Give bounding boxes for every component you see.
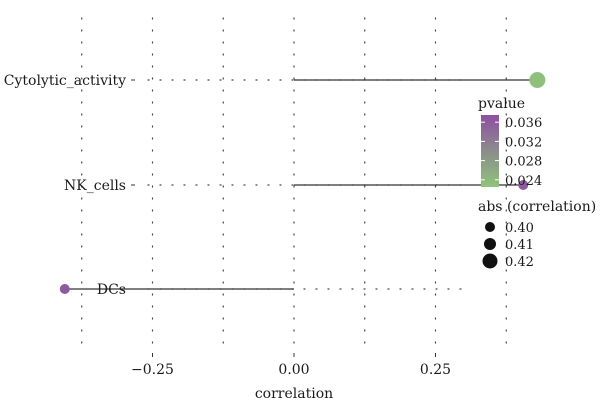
grid	[81, 17, 507, 351]
size-legend-label: 0.41	[505, 238, 534, 253]
x-axis-label: correlation	[255, 386, 333, 402]
data-point	[59, 284, 70, 294]
size-legend-keys: 0.40 0.41 0.42	[482, 221, 534, 270]
legend: pvalue 0.036 0.032 0.028 0.024 abs (correla…	[478, 96, 596, 270]
x-tick-label: −0.25	[131, 362, 174, 378]
points	[59, 72, 546, 294]
color-legend-title: pvalue	[478, 96, 525, 112]
y-tick-label: Cytolytic_activity	[4, 73, 126, 89]
color-bar-ticks: 0.036 0.032 0.028 0.024	[481, 116, 542, 189]
size-legend-title: abs (correlation)	[478, 199, 596, 215]
stems	[64, 79, 538, 290]
size-legend-label: 0.40	[505, 221, 534, 236]
x-axis: −0.25 0.00 0.25	[131, 353, 451, 378]
color-bar-label: 0.024	[505, 174, 542, 189]
size-legend-circle	[482, 253, 498, 269]
size-legend-circle	[485, 222, 495, 232]
x-tick-label: 0.25	[420, 362, 451, 378]
color-bar-label: 0.032	[505, 135, 542, 150]
y-axis: Cytolytic_activity NK_cells DCs	[4, 73, 135, 298]
data-point	[529, 72, 546, 88]
size-legend-circle	[484, 238, 496, 250]
y-tick-label: NK_cells	[64, 178, 126, 194]
color-bar-label: 0.036	[505, 116, 542, 131]
y-tick-label: DCs	[97, 282, 126, 298]
color-bar	[481, 115, 499, 187]
color-bar-label: 0.028	[505, 155, 542, 170]
data-point	[518, 180, 529, 190]
size-legend-label: 0.42	[505, 255, 534, 270]
x-tick-label: 0.00	[278, 362, 309, 378]
